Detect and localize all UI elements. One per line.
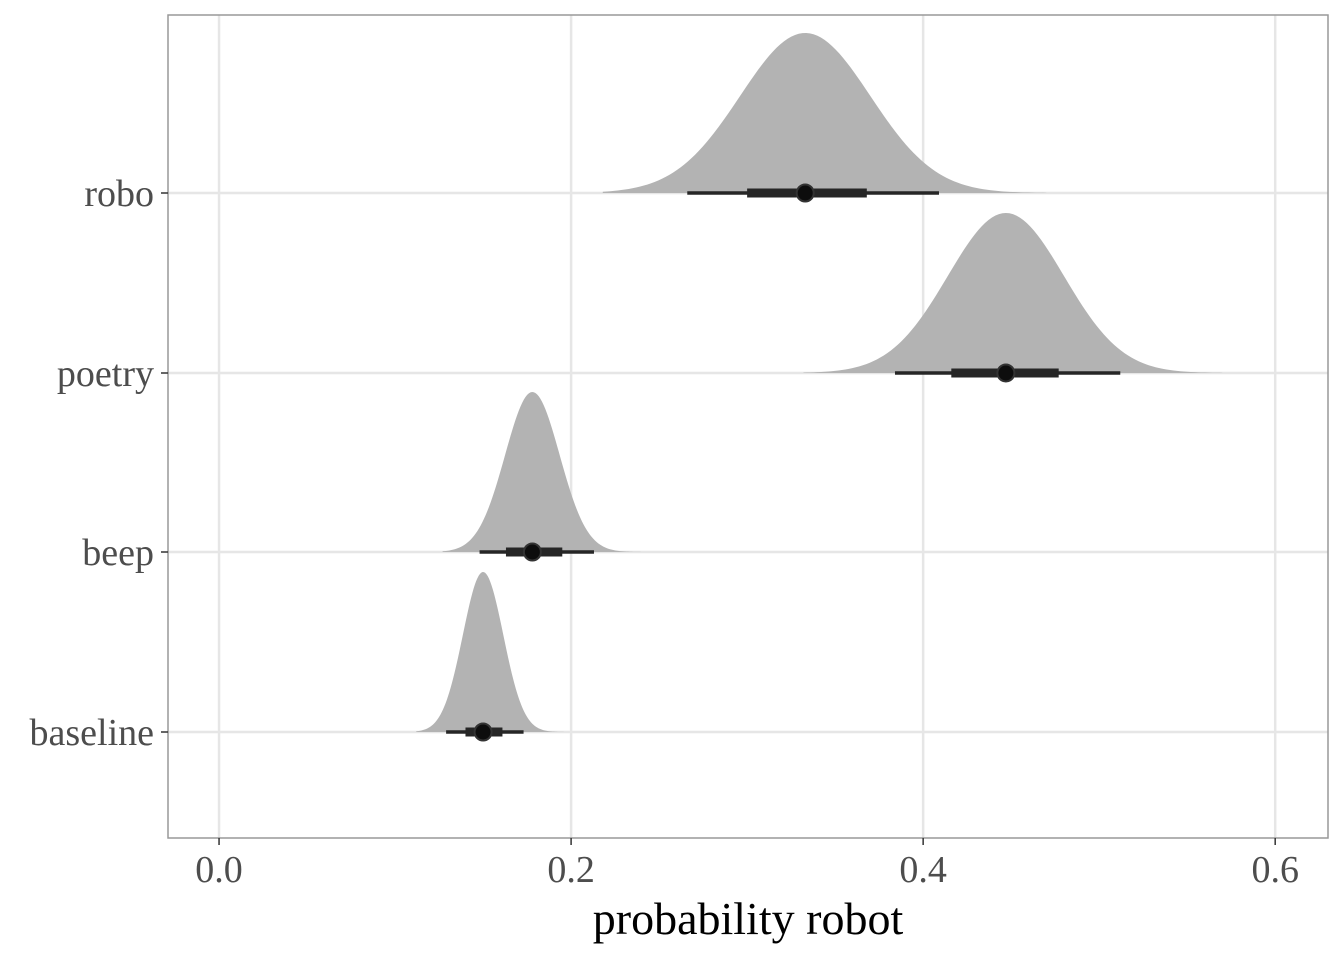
y-axis-ticks: baseline beep poetry robo	[29, 173, 168, 754]
halfeye-robo	[602, 33, 1047, 203]
median-point-beep	[522, 542, 542, 562]
y-tick-label: poetry	[57, 353, 154, 395]
halfeye-beep	[442, 392, 642, 562]
median-point-robo	[795, 183, 815, 203]
halfeye-poetry	[803, 213, 1223, 383]
x-tick-label: 0.2	[547, 849, 595, 891]
density-poetry	[803, 213, 1223, 373]
x-tick-label: 0.6	[1251, 849, 1299, 891]
y-tick-label: robo	[84, 173, 154, 215]
y-tick-label: baseline	[29, 712, 154, 754]
density-beep	[442, 392, 642, 552]
panel-border	[167, 14, 1329, 839]
median-point-poetry	[996, 363, 1016, 383]
grid	[168, 15, 1328, 838]
density-robo	[602, 33, 1047, 194]
x-axis-ticks: 0.0 0.2 0.4 0.6	[195, 838, 1299, 891]
x-tick-label: 0.4	[899, 849, 947, 891]
plot-marks	[416, 33, 1223, 742]
x-axis-title: probability robot	[593, 893, 904, 944]
halfeye-baseline	[416, 572, 570, 742]
y-tick-label: beep	[82, 532, 154, 574]
density-baseline	[416, 572, 570, 732]
median-point-baseline	[473, 722, 493, 742]
x-tick-label: 0.0	[195, 849, 243, 891]
